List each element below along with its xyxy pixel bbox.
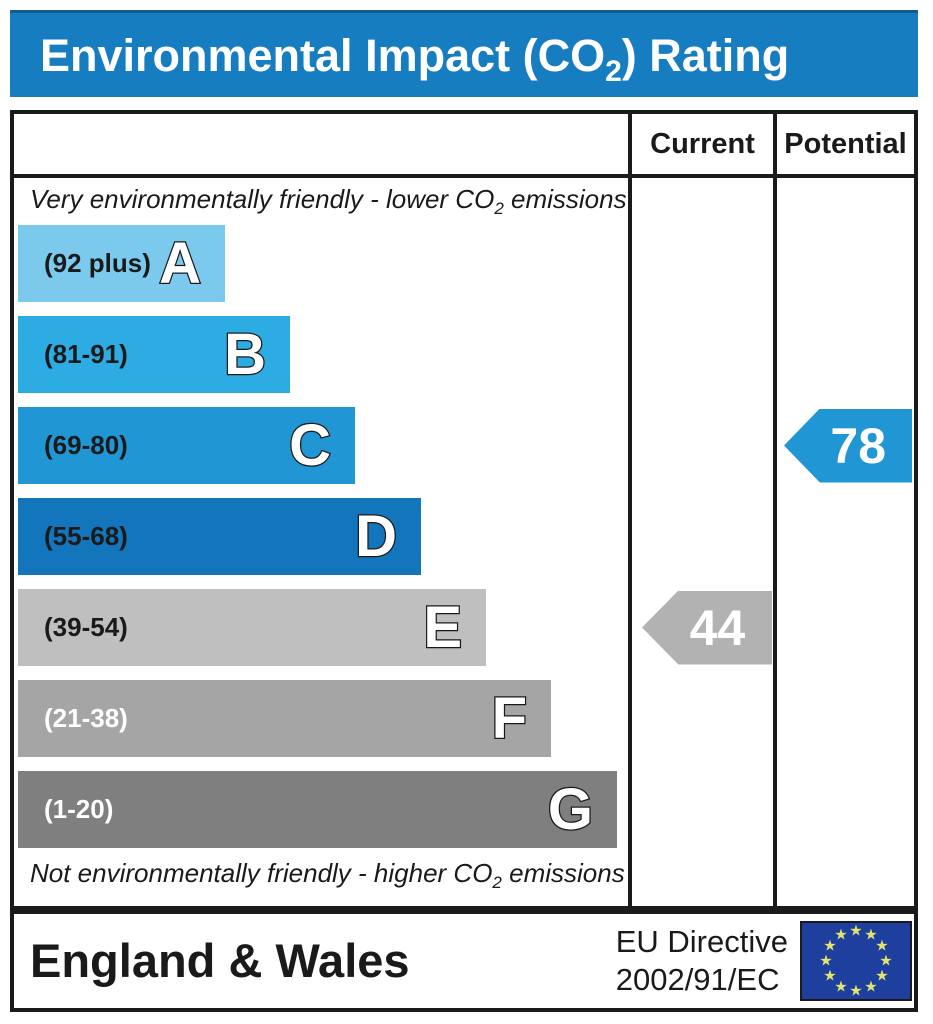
band-row-a: (92 plus) A bbox=[18, 225, 628, 302]
band-range-label: (81-91) bbox=[44, 339, 128, 369]
eu-directive-line1: EU Directive bbox=[615, 924, 788, 959]
band-row-e: (39-54) E bbox=[18, 589, 628, 666]
potential-rating-arrow: 78 bbox=[784, 408, 912, 483]
caption-unfriendly: Not environmentally friendly - higher CO… bbox=[30, 858, 625, 893]
eu-directive-line2: 2002/91/EC bbox=[615, 962, 780, 997]
eu-flag-icon: ★ ★ ★ ★ ★ ★ ★ ★ ★ ★ ★ ★ bbox=[800, 921, 912, 1001]
band-bar-c: (69-80) C bbox=[18, 407, 355, 484]
band-row-f: (21-38) F bbox=[18, 680, 628, 757]
eu-star-icon: ★ bbox=[849, 982, 863, 1000]
band-range-label: (69-80) bbox=[44, 430, 128, 460]
eu-star-icon: ★ bbox=[849, 922, 863, 940]
band-range-label: (92 plus) bbox=[44, 248, 151, 278]
band-row-c: (69-80) C bbox=[18, 407, 628, 484]
potential-rating-value: 78 bbox=[830, 417, 887, 474]
band-range-label: (55-68) bbox=[44, 521, 128, 551]
band-letter: D bbox=[354, 503, 398, 571]
page-title: Environmental Impact (CO2) Rating bbox=[40, 30, 790, 88]
band-range-label: (21-38) bbox=[44, 703, 128, 733]
caption-friendly: Very environmentally friendly - lower CO… bbox=[30, 184, 627, 219]
eu-star-icon: ★ bbox=[834, 926, 848, 944]
column-header-current: Current bbox=[650, 128, 755, 160]
eu-star-icon: ★ bbox=[834, 978, 848, 996]
band-bar-g: (1-20) G bbox=[18, 771, 617, 848]
current-rating-value: 44 bbox=[689, 599, 746, 656]
column-divider-current bbox=[628, 114, 632, 906]
band-letter: G bbox=[547, 776, 595, 844]
header-separator bbox=[14, 174, 914, 178]
region-label: England & Wales bbox=[30, 934, 410, 987]
band-letter: A bbox=[158, 230, 202, 298]
band-bar-b: (81-91) B bbox=[18, 316, 290, 393]
rating-chart-box: Current Potential Very environmentally f… bbox=[10, 110, 918, 910]
band-letter: C bbox=[288, 412, 332, 480]
band-range-label: (39-54) bbox=[44, 612, 128, 642]
footer: England & Wales EU Directive 2002/91/EC … bbox=[10, 910, 918, 1012]
rating-bands: (92 plus) A (81-91) B (69-80) C (55-68) D (39-54… bbox=[18, 225, 628, 862]
eu-star-icon: ★ bbox=[819, 952, 833, 970]
eu-star-icon: ★ bbox=[875, 937, 889, 955]
eu-star-icon: ★ bbox=[864, 978, 878, 996]
eu-star-icon: ★ bbox=[864, 926, 878, 944]
band-bar-d: (55-68) D bbox=[18, 498, 421, 575]
column-header-potential: Potential bbox=[784, 128, 907, 160]
column-divider-potential bbox=[773, 114, 777, 906]
band-bar-a: (92 plus) A bbox=[18, 225, 225, 302]
band-letter: E bbox=[422, 594, 463, 662]
eu-star-icon: ★ bbox=[823, 937, 837, 955]
band-bar-e: (39-54) E bbox=[18, 589, 486, 666]
band-letter: B bbox=[223, 321, 267, 389]
band-row-b: (81-91) B bbox=[18, 316, 628, 393]
eu-star-icon: ★ bbox=[879, 952, 893, 970]
band-range-label: (1-20) bbox=[44, 794, 114, 824]
chart-title-bar: Environmental Impact (CO2) Rating bbox=[10, 10, 918, 97]
eu-star-icon: ★ bbox=[875, 967, 889, 985]
band-letter: F bbox=[490, 685, 528, 753]
band-bar-f: (21-38) F bbox=[18, 680, 551, 757]
eu-star-icon: ★ bbox=[823, 967, 837, 985]
band-row-d: (55-68) D bbox=[18, 498, 628, 575]
eu-directive-label: EU Directive 2002/91/EC bbox=[616, 923, 788, 999]
current-rating-arrow: 44 bbox=[642, 590, 772, 665]
band-row-g: (1-20) G bbox=[18, 771, 628, 848]
